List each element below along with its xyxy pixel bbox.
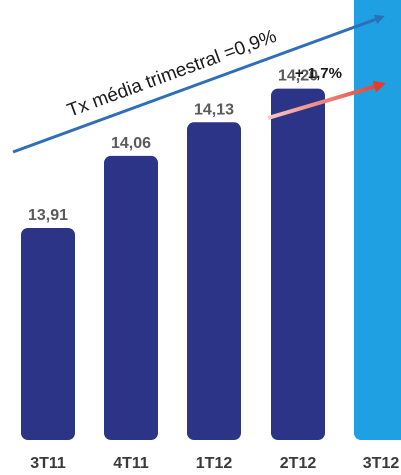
trend-arrow xyxy=(12,14,385,154)
category-label-3T11: 3T11 xyxy=(30,455,66,472)
bar-1T12 xyxy=(187,122,241,440)
growth-arrow xyxy=(267,80,386,120)
category-label-4T11: 4T11 xyxy=(113,455,149,472)
value-label-3T11: 13,91 xyxy=(28,207,68,224)
value-label-4T11: 14,06 xyxy=(111,135,151,152)
trend-annotation: Tx média trimestral =0,9% xyxy=(65,26,280,122)
category-label-2T12: 2T12 xyxy=(280,455,317,472)
value-label-2T12: 14,20 xyxy=(278,68,318,85)
bar-3T12 xyxy=(354,0,401,440)
growth-annotation: + 1,7% xyxy=(295,65,342,82)
bar-2T12 xyxy=(271,88,325,440)
bars-group xyxy=(21,0,401,440)
bar-3T11 xyxy=(21,228,75,440)
bar-4T11 xyxy=(104,155,158,440)
category-label-1T12: 1T12 xyxy=(196,455,233,472)
category-labels-group: 3T11 4T11 1T12 2T12 3T12 xyxy=(30,455,399,472)
category-label-3T12: 3T12 xyxy=(363,455,400,472)
value-label-1T12: 14,13 xyxy=(194,101,234,118)
